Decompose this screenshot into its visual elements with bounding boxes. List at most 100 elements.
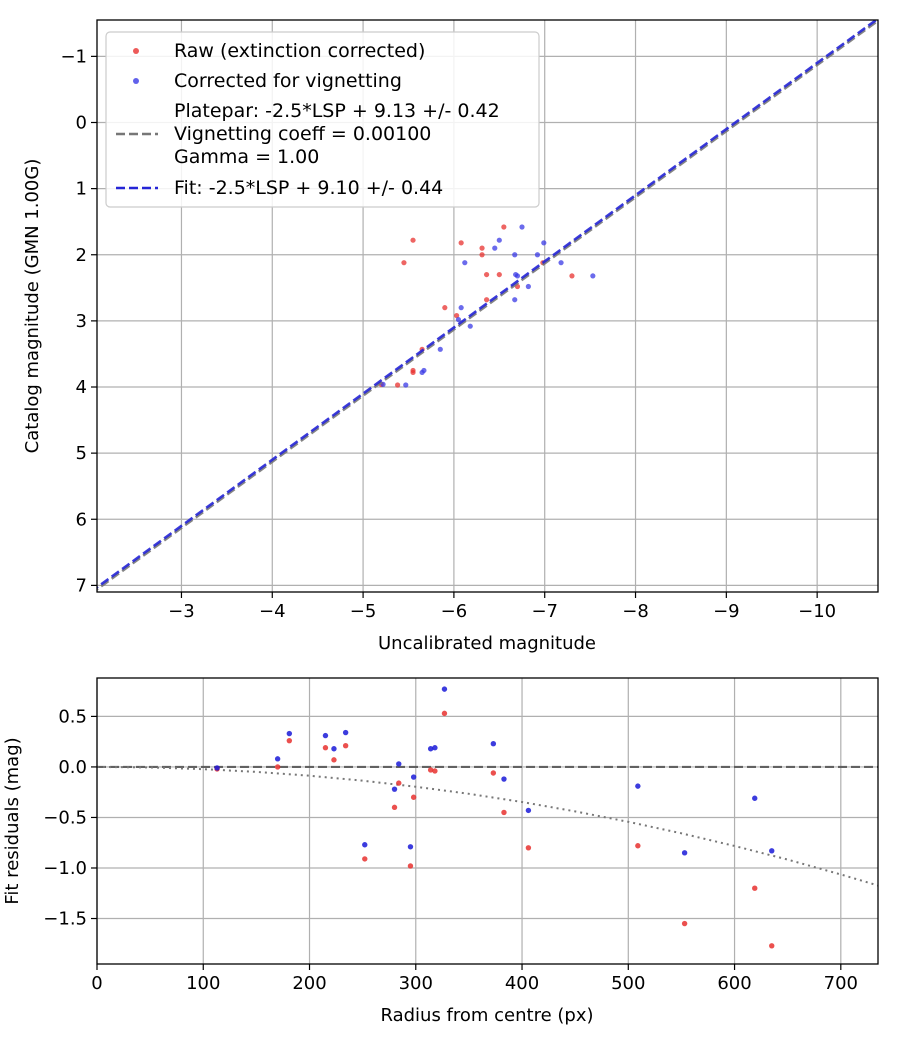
bottom-y-tick-label: 0.0 bbox=[58, 757, 87, 778]
legend-marker-corrected bbox=[133, 78, 139, 84]
bottom-axis-ticks: 0 100 200 300 400 500 600 700 0.5 0.0 −0.5 −1.0 −1.5 bbox=[43, 706, 858, 994]
top-y-tick-label: 5 bbox=[76, 443, 87, 464]
top-point-series-0 bbox=[401, 260, 407, 266]
bottom-point-series-0 bbox=[391, 804, 398, 811]
bottom-y-tick-label: −1.5 bbox=[43, 909, 87, 930]
top-plot-frame bbox=[96, 19, 879, 593]
bottom-point-series-1 bbox=[322, 732, 329, 739]
top-point-series-1 bbox=[403, 382, 409, 388]
bottom-point-series-1 bbox=[396, 761, 402, 767]
top-x-tick-label: −8 bbox=[622, 601, 649, 622]
top-point-series-0 bbox=[410, 369, 416, 376]
top-point-series-1 bbox=[590, 273, 596, 279]
bottom-point-series-1 bbox=[635, 783, 641, 789]
bottom-data-layer bbox=[97, 686, 878, 949]
top-point-series-0 bbox=[454, 312, 460, 319]
legend-label-raw: Raw (extinction corrected) bbox=[174, 40, 425, 62]
top-point-series-0 bbox=[394, 382, 401, 388]
bottom-point-series-0 bbox=[752, 885, 758, 891]
top-x-axis-label: Uncalibrated magnitude bbox=[378, 633, 596, 654]
bottom-point-series-0 bbox=[331, 757, 337, 763]
top-y-tick-label: 2 bbox=[76, 245, 87, 266]
top-data-layer bbox=[97, 20, 878, 591]
top-point-series-1 bbox=[541, 240, 547, 246]
top-point-series-1 bbox=[512, 297, 518, 303]
bottom-plot-frame bbox=[96, 677, 879, 965]
legend: Raw (extinction corrected) Corrected for… bbox=[105, 31, 540, 208]
top-point-series-0 bbox=[483, 297, 490, 303]
bottom-point-series-1 bbox=[410, 774, 417, 780]
bottom-point-series-0 bbox=[427, 767, 434, 773]
bottom-line-vignetting-model bbox=[97, 765, 878, 887]
top-x-tick-label: −3 bbox=[168, 601, 195, 622]
bottom-point-series-1 bbox=[362, 842, 368, 848]
legend-label-fit: Fit: -2.5*LSP + 9.10 +/- 0.44 bbox=[174, 177, 443, 199]
top-point-series-1 bbox=[496, 237, 502, 243]
bottom-point-series-1 bbox=[286, 730, 293, 737]
legend-box bbox=[105, 31, 540, 208]
top-x-tick-label: −10 bbox=[798, 601, 836, 622]
bottom-point-series-0 bbox=[432, 768, 438, 774]
bottom-point-series-1 bbox=[752, 795, 758, 801]
bottom-y-axis-label: Fit residuals (mag) bbox=[2, 737, 23, 904]
bottom-x-tick-label: 0 bbox=[91, 973, 102, 994]
legend-label-platepar-2: Vignetting coeff = 0.00100 bbox=[174, 123, 431, 145]
bottom-chart-panel: 0 100 200 300 400 500 600 700 0.5 0.0 −0.5 −1.0 −1.5… bbox=[2, 677, 879, 1026]
top-point-series-0 bbox=[496, 271, 502, 278]
top-point-series-1 bbox=[458, 305, 464, 311]
bottom-point-series-0 bbox=[322, 745, 329, 751]
bottom-x-tick-label: 300 bbox=[399, 973, 433, 994]
top-point-series-0 bbox=[458, 240, 464, 246]
top-point-series-1 bbox=[558, 260, 564, 266]
top-point-series-1 bbox=[492, 245, 498, 251]
top-y-tick-label: −1 bbox=[60, 46, 87, 67]
bottom-point-series-1 bbox=[769, 848, 775, 854]
legend-label-corrected: Corrected for vignetting bbox=[174, 70, 402, 92]
bottom-point-series-1 bbox=[214, 765, 220, 771]
top-point-series-1 bbox=[467, 323, 473, 329]
bottom-point-series-0 bbox=[441, 710, 448, 717]
top-y-tick-label: 3 bbox=[76, 311, 87, 332]
legend-marker-raw bbox=[133, 48, 139, 54]
bottom-y-tick-label: 0.5 bbox=[58, 706, 87, 727]
bottom-point-series-1 bbox=[427, 746, 434, 752]
bottom-x-tick-label: 500 bbox=[611, 973, 645, 994]
top-point-series-0 bbox=[501, 224, 507, 230]
bottom-point-series-1 bbox=[432, 745, 438, 751]
bottom-point-series-1 bbox=[331, 746, 337, 752]
top-x-tick-label: −5 bbox=[350, 601, 377, 622]
bottom-point-series-1 bbox=[391, 786, 398, 792]
top-point-series-1 bbox=[512, 252, 518, 258]
top-y-tick-label: 1 bbox=[76, 179, 87, 200]
top-y-tick-label: 0 bbox=[76, 112, 87, 133]
bottom-point-series-1 bbox=[525, 807, 532, 814]
bottom-series-group bbox=[97, 686, 878, 949]
top-point-series-1 bbox=[437, 346, 443, 352]
bottom-x-tick-label: 600 bbox=[717, 973, 751, 994]
top-point-series-0 bbox=[442, 305, 448, 311]
bottom-point-series-0 bbox=[274, 764, 281, 770]
top-x-tick-label: −9 bbox=[713, 601, 740, 622]
bottom-point-series-1 bbox=[274, 756, 281, 762]
bottom-plot-area bbox=[97, 678, 878, 964]
top-line-platepar-2-5-lsp-9-13-0-42 bbox=[97, 20, 878, 591]
bottom-x-tick-label: 200 bbox=[292, 973, 326, 994]
bottom-x-axis-label: Radius from centre (px) bbox=[380, 1005, 593, 1026]
top-x-tick-label: −7 bbox=[531, 601, 558, 622]
bottom-point-series-1 bbox=[490, 740, 497, 747]
legend-label-platepar-3: Gamma = 1.00 bbox=[174, 146, 319, 168]
legend-label-platepar-1: Platepar: -2.5*LSP + 9.13 +/- 0.42 bbox=[174, 100, 500, 122]
bottom-grid bbox=[96, 678, 878, 964]
top-x-tick-label: −6 bbox=[441, 601, 468, 622]
bottom-point-series-0 bbox=[396, 780, 402, 786]
top-point-series-1 bbox=[462, 260, 468, 266]
top-x-tick-label: −4 bbox=[259, 601, 286, 622]
bottom-y-tick-label: −0.5 bbox=[43, 807, 87, 828]
bottom-x-tick-label: 400 bbox=[505, 973, 539, 994]
bottom-point-series-0 bbox=[407, 863, 414, 869]
top-point-series-1 bbox=[519, 224, 525, 230]
top-point-series-1 bbox=[419, 369, 425, 376]
bottom-point-series-0 bbox=[501, 809, 507, 816]
